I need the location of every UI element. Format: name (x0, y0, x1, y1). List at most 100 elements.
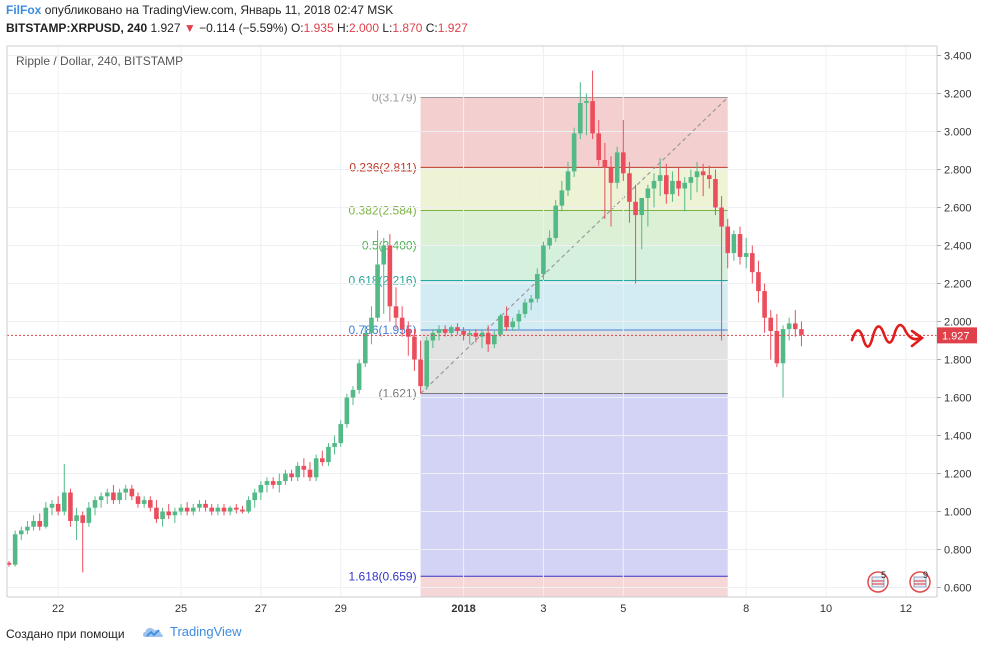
symbol-label[interactable]: BITSTAMP:XRPUSD, 240 (6, 21, 148, 35)
candle-body (68, 492, 73, 521)
candle-body (590, 101, 595, 134)
candle-body (639, 198, 645, 216)
candle-body (18, 530, 24, 535)
open-label: O: (290, 21, 304, 35)
y-tick-label: 1.600 (944, 393, 972, 405)
fib-retracement-drawing[interactable]: 0(3.179)0.236(2.811)0.382(2.584)0.5(2.40… (349, 90, 729, 597)
candle-body (534, 274, 540, 299)
y-tick-label: 0.800 (944, 545, 972, 557)
candle-body (473, 332, 479, 337)
candle-body (682, 182, 688, 189)
fib-zone (420, 280, 728, 331)
candle-body (571, 133, 577, 172)
candle-body (399, 317, 405, 330)
fib-zone (420, 393, 728, 577)
x-tick-label: 27 (255, 603, 267, 615)
candle-body (608, 167, 614, 183)
x-tick-label: 29 (335, 603, 347, 615)
chart-title: Ripple / Dollar, 240, BITSTAMP (16, 54, 183, 68)
tradingview-link[interactable]: TradingView (142, 624, 242, 639)
candle-body (498, 315, 503, 335)
candle-body (141, 500, 147, 504)
candle-body (799, 329, 804, 335)
overlay-layer (7, 323, 937, 348)
candle-body (86, 507, 92, 523)
candle-body (209, 507, 215, 512)
projection-arrowhead (910, 329, 925, 348)
candle-body (258, 484, 264, 493)
candle-body (172, 511, 178, 516)
down-arrow-icon: ▼ (183, 21, 196, 35)
candle-body (424, 340, 430, 387)
candle-body (55, 503, 61, 512)
flag-icon (913, 576, 927, 588)
candle-body (528, 298, 534, 303)
y-tick-label: 3.400 (944, 51, 972, 63)
candle-body (104, 492, 110, 497)
candle-body (381, 245, 387, 265)
y-tick-label: 0.600 (944, 583, 972, 595)
candle-body (270, 481, 276, 485)
candle-body (74, 515, 79, 521)
y-tick-label: 2.400 (944, 241, 972, 253)
candle-body (479, 332, 485, 337)
candle-body (756, 272, 761, 292)
candle-body (664, 175, 669, 195)
low-label: L: (382, 21, 393, 35)
candle-body (276, 481, 282, 485)
candle-body (584, 101, 589, 103)
candle-body (467, 332, 473, 335)
candle-body (565, 171, 571, 191)
candle-body (123, 488, 129, 493)
x-tick-label: 10 (820, 603, 832, 615)
ohlc-line: BITSTAMP:XRPUSD, 240 1.927 ▼ −0.114 (−5.… (6, 21, 468, 35)
high-value: 2.000 (349, 21, 380, 35)
high-label: H: (337, 21, 349, 35)
candle-body (61, 492, 67, 512)
projection-path (850, 323, 922, 348)
x-tick-label: 25 (175, 603, 187, 615)
x-tick-label: 3 (540, 603, 546, 615)
x-tick-label: 2018 (451, 603, 475, 615)
candle-body (793, 323, 798, 330)
candle-body (541, 245, 546, 274)
candle-body (338, 424, 344, 444)
candle-body (596, 133, 602, 160)
axes-layer: 3.400 3.200 3.000 2.800 2.600 2.400 2.200 2.000… (6, 45, 977, 615)
candle-body (700, 171, 706, 176)
candle-body (393, 306, 399, 318)
fib-level-label: 0.236(2.811) (349, 160, 416, 174)
x-tick-label: 12 (900, 603, 912, 615)
candle-body (264, 481, 270, 485)
candle-body (455, 327, 460, 331)
candle-body (448, 327, 454, 333)
x-tick-label: 8 (743, 603, 749, 615)
candle-body (43, 507, 49, 527)
badge-count: 9 (923, 570, 928, 580)
candle-body (135, 496, 141, 504)
low-value: 1.870 (392, 21, 423, 35)
candle-body (319, 458, 325, 463)
y-tick-label: 1.000 (944, 507, 972, 519)
fib-level-label: 1.618(0.659) (349, 569, 417, 583)
x-tick-label: 5 (620, 603, 626, 615)
candle-body (369, 317, 374, 333)
candle-body (154, 507, 159, 520)
author-name[interactable]: FilFox (6, 3, 42, 17)
candle-body (436, 329, 442, 333)
candle-body (12, 534, 18, 565)
candle-body (221, 507, 227, 512)
candlestick-chart[interactable]: 0(3.179)0.236(2.811)0.382(2.584)0.5(2.40… (0, 0, 983, 622)
y-tick-label: 3.000 (944, 127, 972, 139)
last-price: 1.927 (150, 21, 181, 35)
candle-body (651, 180, 657, 189)
candle-body (743, 253, 749, 257)
fib-level-label: (1.621) (379, 387, 417, 401)
fib-zone (420, 210, 728, 246)
candle-body (418, 359, 423, 387)
candle-body (98, 496, 104, 501)
candle-body (25, 526, 30, 531)
candle-body (688, 177, 694, 183)
publish-line: FilFox опубликовано на TradingView.com, … (6, 3, 393, 17)
candle-body (461, 331, 466, 335)
